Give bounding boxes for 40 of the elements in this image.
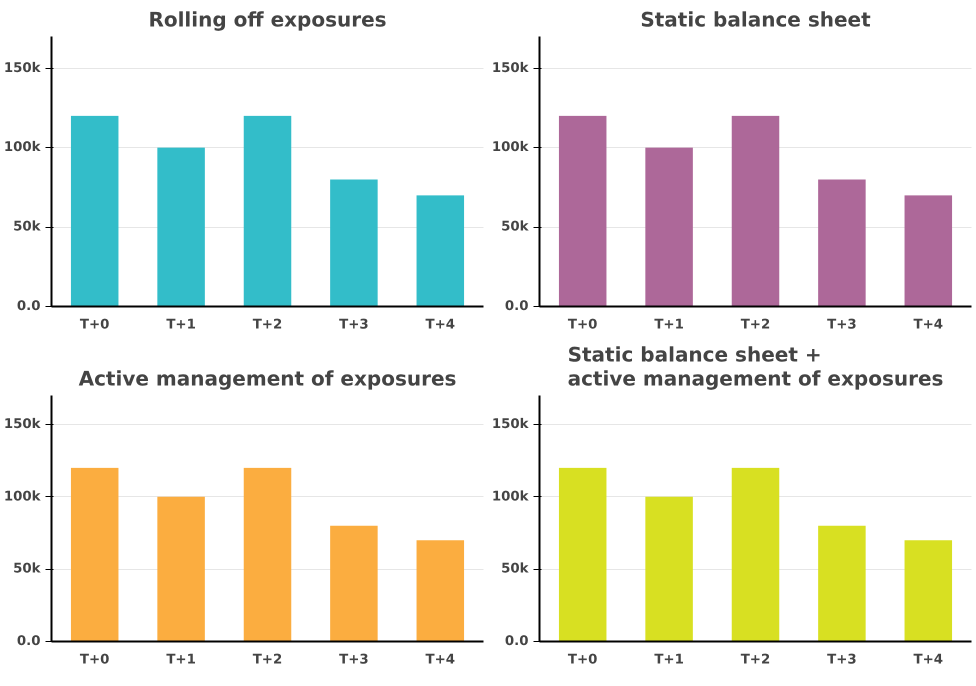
x-tick-label: T+3: [339, 652, 369, 668]
y-tick-label: 150k: [492, 416, 530, 432]
chart-title: Static balance sheet: [640, 8, 872, 32]
x-tick-label: T+1: [654, 318, 684, 332]
x-tick-label: T+3: [827, 318, 857, 332]
x-tick-label: T+4: [914, 652, 944, 668]
x-tick-label: T+2: [252, 318, 282, 332]
y-tick-label: 100k: [4, 140, 42, 156]
x-tick-label: T+1: [166, 318, 196, 332]
chart-title: Active management of exposures: [78, 366, 456, 390]
y-tick-label: 50k: [13, 562, 42, 577]
y-tick-label: 150k: [492, 60, 530, 76]
x-tick-label: T+1: [654, 652, 684, 668]
y-tick-label: 150k: [4, 416, 42, 432]
y-tick-label: 50k: [13, 220, 42, 235]
x-tick-label: T+4: [426, 318, 456, 332]
y-tick-label: 50k: [501, 562, 530, 577]
x-tick-label: T+2: [740, 318, 770, 332]
x-tick-label: T+1: [166, 652, 196, 668]
x-tick-label: T+0: [80, 652, 110, 668]
x-tick-label: T+2: [740, 652, 770, 668]
y-tick-label: 0.0: [16, 634, 41, 649]
x-tick-label: T+0: [80, 318, 110, 332]
chart-title: Static balance sheet + active management of exposures: [568, 342, 944, 390]
x-tick-label: T+0: [568, 652, 598, 668]
x-tick-label: T+3: [827, 652, 857, 668]
y-tick-label: 100k: [4, 489, 42, 504]
x-tick-label: T+2: [252, 652, 282, 668]
y-tick-label: 100k: [492, 489, 530, 504]
y-tick-label: 50k: [501, 220, 530, 235]
y-tick-label: 100k: [492, 140, 530, 156]
x-tick-label: T+3: [339, 318, 369, 332]
y-tick-label: 0.0: [16, 299, 41, 314]
x-tick-label: T+0: [568, 318, 598, 332]
chart-title: Rolling off exposures: [148, 8, 387, 32]
y-tick-label: 0.0: [504, 299, 529, 314]
x-tick-label: T+4: [426, 652, 456, 668]
x-tick-label: T+4: [914, 318, 944, 332]
y-tick-label: 0.0: [504, 634, 529, 649]
y-tick-label: 150k: [4, 60, 42, 76]
